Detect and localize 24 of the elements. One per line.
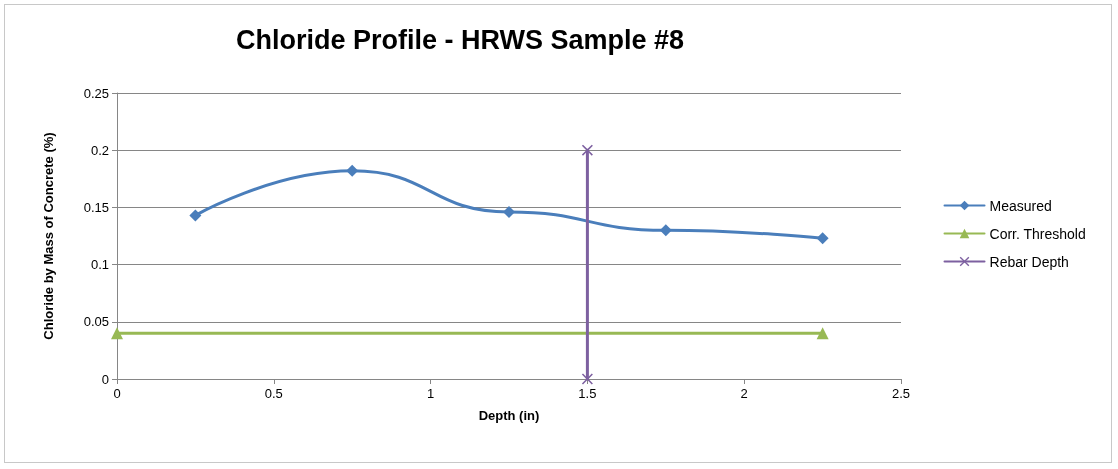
x-tick-label: 0	[113, 386, 121, 401]
chart-title: Chloride Profile - HRWS Sample #8	[235, 24, 685, 55]
x-axis-title: Depth (in)	[478, 408, 540, 423]
y-tick-label: 0	[101, 371, 109, 387]
y-tick-label: 0.2	[90, 142, 109, 158]
legend-label: Measured	[989, 197, 1052, 214]
point	[581, 144, 593, 156]
x-tick-label: 2	[740, 386, 748, 401]
y-tick-label: 0.1	[90, 257, 109, 273]
point	[346, 164, 359, 177]
y-tick-label: 0.05	[83, 314, 109, 330]
x-tick-label: 0.5	[264, 386, 283, 401]
y-axis-title: Chloride by Mass of Concrete (%)	[41, 132, 56, 340]
point	[503, 205, 515, 218]
x-tick-label: 1.5	[578, 386, 597, 401]
x-tick-label: 2.5	[891, 386, 911, 401]
point	[189, 209, 202, 222]
point	[581, 373, 593, 385]
x-tick-label: 1	[426, 386, 435, 401]
y-tick-label: 0.25	[83, 85, 109, 101]
legend-label: Rebar Depth	[989, 253, 1069, 270]
y-tick-label: 0.15	[83, 199, 109, 215]
legend-label: Corr. Threshold	[989, 225, 1086, 242]
point	[816, 232, 829, 245]
